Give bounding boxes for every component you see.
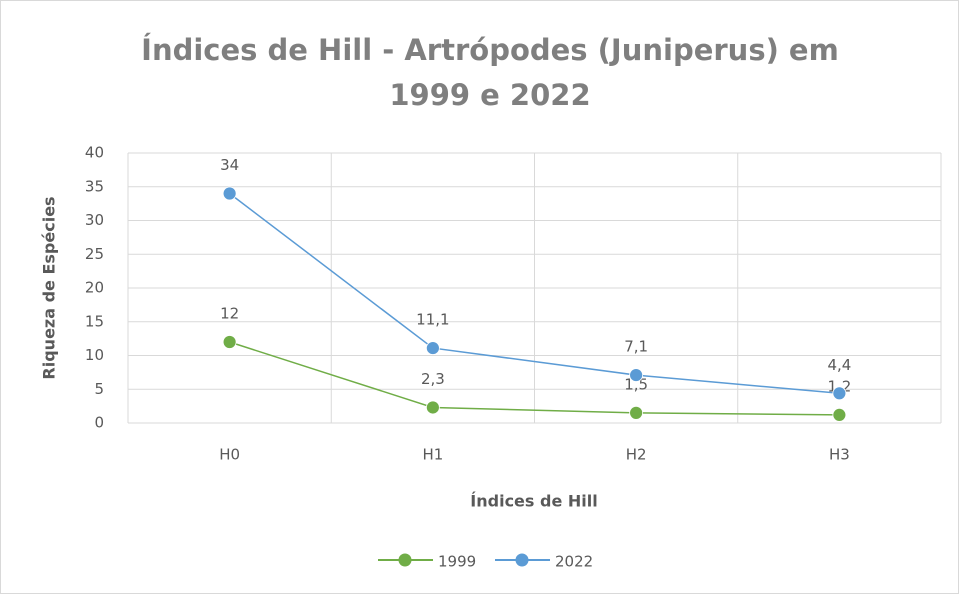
y-tick-label: 30 — [85, 211, 104, 229]
x-tick-label: H3 — [829, 446, 850, 464]
legend-label: 2022 — [555, 553, 593, 571]
data-label: 34 — [220, 156, 239, 174]
series-line — [229, 341, 840, 416]
y-tick-label: 15 — [85, 312, 104, 330]
x-tick-label: H1 — [422, 446, 443, 464]
point — [425, 400, 440, 415]
legend-marker — [398, 553, 412, 567]
point — [222, 186, 237, 201]
data-label: 4,4 — [827, 356, 851, 374]
y-tick-label: 35 — [85, 177, 104, 195]
data-label: 7,1 — [624, 338, 648, 356]
point — [629, 405, 644, 420]
data-label: 12 — [220, 305, 239, 323]
point — [832, 407, 847, 422]
x-tick-label: H2 — [626, 446, 647, 464]
y-tick-label: 10 — [85, 346, 104, 364]
y-tick-label: 5 — [94, 380, 104, 398]
y-tick-label: 20 — [85, 279, 104, 297]
data-label: 11,1 — [416, 311, 449, 329]
series-line — [229, 192, 840, 395]
title-box: Índices de Hill - Artrópodes (Juniperus)… — [141, 33, 839, 112]
x-tick-label: H0 — [219, 446, 240, 464]
legend-marker — [515, 553, 529, 567]
point — [832, 386, 847, 401]
point — [425, 341, 440, 355]
data-label: 1,5 — [624, 375, 648, 393]
y-tick-label: 0 — [94, 414, 104, 432]
point — [222, 335, 237, 349]
y-tick-label: 40 — [85, 144, 104, 162]
legend-label: 1999 — [438, 553, 476, 571]
data-label: 2,3 — [421, 370, 445, 388]
x-axis-label: Índices de Hill — [470, 492, 597, 511]
point — [629, 368, 644, 382]
y-tick-label: 25 — [85, 245, 104, 263]
chart-title: Índices de Hill - Artrópodes (Juniperus)… — [141, 33, 839, 112]
y-axis-label: Riqueza de Espécies — [40, 196, 59, 379]
